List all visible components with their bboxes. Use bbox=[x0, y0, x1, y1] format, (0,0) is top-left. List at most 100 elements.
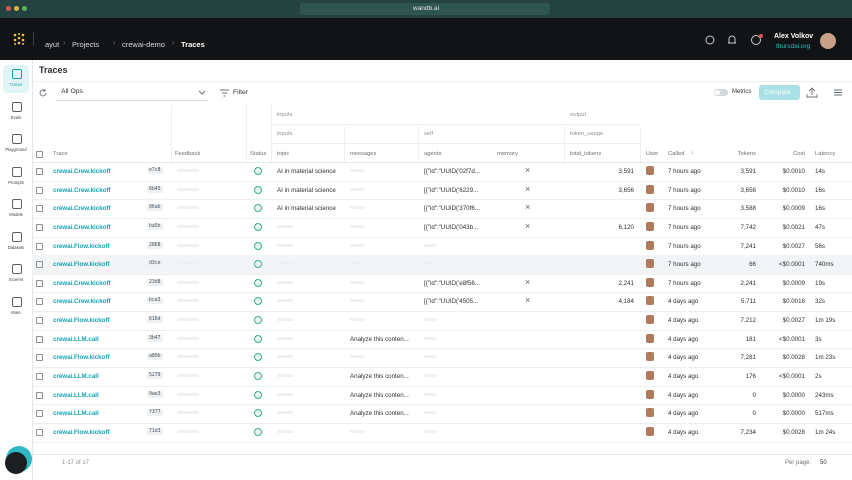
table-row[interactable]: crewai.Crew.kickoff 6b45 AI in material sc… bbox=[32, 181, 852, 201]
table-row[interactable]: crewai.LLM.call 5279 Analyze this conten..… bbox=[32, 367, 852, 387]
blurred-text bbox=[177, 206, 199, 210]
hline bbox=[32, 162, 852, 163]
sidebar-item[interactable]: Prompts bbox=[3, 163, 29, 191]
row-checkbox[interactable] bbox=[36, 373, 43, 381]
row-checkbox[interactable] bbox=[36, 428, 43, 436]
table-row[interactable]: crewai.Flow.kickoff 2868 7 hours ago 7,241 $… bbox=[32, 237, 852, 257]
topic: AI in material science bbox=[277, 205, 336, 213]
trace-name[interactable]: crewai.LLM.call bbox=[53, 410, 99, 418]
row-checkbox[interactable] bbox=[36, 335, 43, 343]
row-checkbox[interactable] bbox=[36, 410, 43, 418]
total-tokens: 2,241 bbox=[618, 279, 634, 287]
called: 7 hours ago bbox=[668, 168, 701, 175]
row-checkbox[interactable] bbox=[36, 317, 43, 325]
table-row[interactable]: crewai.Flow.kickoff 616d 4 days ago 7,212 $0… bbox=[32, 311, 852, 331]
toolbar-icons[interactable] bbox=[806, 87, 846, 98]
table-row[interactable]: crewai.LLM.call f377 Analyze this conten..… bbox=[32, 404, 852, 424]
column-header: User bbox=[646, 151, 659, 157]
blurred-text bbox=[424, 318, 436, 322]
table-row[interactable]: crewai.Flow.kickoff d3ce 7 hours ago 66 <$0.… bbox=[32, 255, 852, 275]
called: 4 days ago bbox=[668, 335, 699, 343]
blurred-text bbox=[424, 355, 436, 359]
column-header[interactable]: Called bbox=[668, 151, 685, 157]
row-checkbox[interactable] bbox=[36, 186, 43, 194]
sidebar-item[interactable]: Scorers bbox=[3, 260, 29, 288]
trace-name[interactable]: crewai.Crew.kickoff bbox=[53, 223, 111, 231]
messages: Analyze this conten... bbox=[350, 410, 409, 418]
latency: 243ms bbox=[815, 391, 834, 399]
trace-name[interactable]: crewai.Flow.kickoff bbox=[53, 428, 110, 436]
table-row[interactable]: crewai.Crew.kickoff bca3 [{"id":"UUID('450… bbox=[32, 292, 852, 313]
sidebar-item[interactable]: Datasets bbox=[3, 228, 29, 256]
user-org: thursdai.org bbox=[776, 43, 811, 50]
trace-name[interactable]: crewai.Flow.kickoff bbox=[53, 317, 110, 325]
messages: Analyze this conten... bbox=[350, 373, 409, 381]
filter-button[interactable]: Filter bbox=[233, 89, 249, 96]
trace-name[interactable]: crewai.Crew.kickoff bbox=[53, 279, 111, 287]
trace-id: e7c8 bbox=[147, 167, 163, 174]
row-checkbox[interactable] bbox=[36, 168, 43, 175]
called: 4 days ago bbox=[668, 373, 699, 381]
op-dropdown[interactable]: All Ops bbox=[56, 85, 208, 101]
refresh-icon[interactable] bbox=[38, 88, 48, 98]
trace-id: 71d3 bbox=[147, 427, 163, 435]
table-row[interactable]: crewai.Flow.kickoff 71d3 4 days ago 7,234 $0… bbox=[32, 423, 852, 443]
trace-name[interactable]: crewai.LLM.call bbox=[53, 335, 99, 343]
compare-button[interactable]: Compare bbox=[759, 85, 800, 100]
table-row[interactable]: crewai.LLM.call 9ae3 Analyze this conten..… bbox=[32, 386, 852, 406]
row-checkbox[interactable] bbox=[36, 261, 43, 269]
sidebar-item[interactable]: Traces bbox=[3, 65, 29, 93]
breadcrumb[interactable]: Traces bbox=[181, 40, 205, 49]
trace-name[interactable]: crewai.Crew.kickoff bbox=[53, 298, 111, 306]
page-title: Traces bbox=[39, 65, 68, 75]
header-checkbox[interactable] bbox=[36, 151, 43, 158]
sidebar-icon bbox=[12, 101, 22, 112]
row-checkbox[interactable] bbox=[36, 205, 43, 213]
per-page-value[interactable]: 50 bbox=[820, 460, 827, 466]
trace-name[interactable]: crewai.Crew.kickoff bbox=[53, 168, 111, 175]
address-bar[interactable] bbox=[300, 3, 550, 15]
sidebar-item[interactable]: Evals bbox=[3, 98, 29, 126]
logo[interactable] bbox=[12, 32, 26, 46]
trace-name[interactable]: crewai.LLM.call bbox=[53, 373, 99, 381]
table-row[interactable]: crewai.Crew.kickoff ba5b [{"id":"UUID('043… bbox=[32, 218, 852, 238]
breadcrumb[interactable]: ayut bbox=[45, 40, 60, 49]
column-header: Status bbox=[250, 151, 267, 157]
metrics-toggle[interactable] bbox=[714, 89, 728, 96]
traces-table: inputs output inputs self token_usage Trace Fe… bbox=[32, 105, 852, 455]
help-button[interactable] bbox=[5, 452, 27, 474]
sidebar-item[interactable]: More bbox=[3, 293, 29, 321]
table-row[interactable]: crewai.LLM.call 3b47 Analyze this conten..… bbox=[32, 330, 852, 350]
user-avatar bbox=[646, 184, 654, 194]
table-row[interactable]: crewai.Crew.kickoff 23d8 [{"id":"UUID('e8f… bbox=[32, 274, 852, 294]
trace-name[interactable]: crewai.LLM.call bbox=[53, 391, 99, 399]
column-header: topic bbox=[277, 151, 290, 157]
column-divider bbox=[344, 127, 345, 163]
row-checkbox[interactable] bbox=[36, 279, 43, 287]
latency: 740ms bbox=[815, 261, 834, 269]
table-row[interactable]: crewai.Crew.kickoff 06ab AI in material sc… bbox=[32, 199, 852, 219]
sidebar-item[interactable]: Playground bbox=[3, 130, 29, 158]
trace-name[interactable]: crewai.Flow.kickoff bbox=[53, 261, 110, 269]
breadcrumb[interactable]: crewai-demo bbox=[122, 40, 165, 49]
agents: [{"id":"UUID('043b... bbox=[424, 223, 479, 231]
breadcrumb[interactable]: Projects bbox=[72, 40, 100, 49]
table-row[interactable]: crewai.Flow.kickoff a80b 4 days ago 7,281 $0… bbox=[32, 348, 852, 368]
called: 7 hours ago bbox=[668, 242, 701, 250]
row-checkbox[interactable] bbox=[36, 391, 43, 399]
trace-name[interactable]: crewai.Flow.kickoff bbox=[53, 242, 110, 250]
table-row[interactable]: crewai.Crew.kickoff e7c8 AI in material sc… bbox=[32, 162, 852, 182]
row-checkbox[interactable] bbox=[36, 242, 43, 250]
blurred-text bbox=[424, 411, 436, 415]
trace-name[interactable]: crewai.Crew.kickoff bbox=[53, 205, 111, 213]
row-checkbox[interactable] bbox=[36, 298, 43, 306]
row-checkbox[interactable] bbox=[36, 223, 43, 231]
trace-name[interactable]: crewai.Crew.kickoff bbox=[53, 186, 111, 194]
column-divider bbox=[246, 105, 247, 163]
trace-name[interactable]: crewai.Flow.kickoff bbox=[53, 354, 110, 362]
sidebar-item[interactable]: Models bbox=[3, 195, 29, 223]
status-icon bbox=[254, 390, 262, 399]
user-avatar bbox=[646, 333, 654, 343]
avatar[interactable] bbox=[820, 33, 836, 49]
row-checkbox[interactable] bbox=[36, 354, 43, 362]
